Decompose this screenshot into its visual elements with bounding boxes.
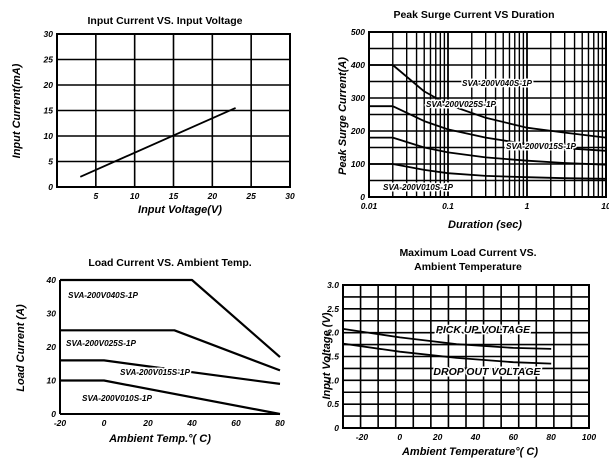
y-tick-label: 5 [48,157,53,167]
x-tick-label: 30 [285,191,295,201]
series-label: SVA-200V010S-1P [383,183,453,192]
y-tick-label: 0 [360,192,365,202]
grid-lines [57,34,290,187]
x-tick-label: 60 [509,432,519,442]
x-tick-label: 20 [432,432,443,442]
series-line [369,105,607,152]
y-tick-label: 2.5 [326,304,339,314]
series-label: SVA-200V040S-1P [462,79,532,88]
chart-title-line: Maximum Load Current VS. [399,247,536,259]
series-line [369,136,607,166]
y-tick-label: 100 [351,159,365,169]
x-tick-label: 40 [186,418,197,428]
y-tick-label: 3.0 [327,280,339,290]
series-line [60,379,281,416]
series-label: PICK UP VOLTAGE [436,324,531,336]
y-tick-label: 2.0 [326,328,339,338]
y-tick-label: 30 [47,309,57,319]
plot-frame [56,33,291,188]
plot-frame [368,31,607,198]
x-axis-label: Duration (sec) [448,219,522,231]
y-tick-label: 0 [51,409,56,419]
x-axis-label: Ambient Temperature°( C) [401,446,538,458]
y-tick-label: 1.0 [327,375,339,385]
x-tick-label: 0.1 [442,201,454,211]
y-tick-label: 30 [44,29,54,39]
x-tick-label: 80 [546,432,556,442]
series-line [60,359,281,385]
y-axis-label: Peak Surge Current(A) [337,57,349,175]
y-tick-label: 400 [350,60,365,70]
y-tick-label: 20 [46,342,57,352]
series-label: SVA-200V015S-1P [506,142,576,151]
x-tick-label: 10 [130,191,140,201]
series-line [60,329,281,372]
y-tick-label: 15 [44,106,54,116]
x-axis-label: Ambient Temp.°( C) [108,433,211,445]
chart-title-line: Ambient Temperature [414,261,522,273]
chart-title: Load Current VS. Ambient Temp. [88,257,251,269]
y-axis-label: Input Current(mA) [11,63,23,158]
x-axis-label: Input Voltage(V) [138,204,222,216]
series-line [342,328,552,350]
x-tick-label: 40 [470,432,481,442]
x-tick-label: 60 [231,418,241,428]
y-axis-label: Load Current (A) [15,304,27,392]
series-label: DROP OUT VOLTAGE [433,366,541,378]
chart-title: Maximum Load Current VS. Ambient Temperat… [399,247,536,273]
x-tick-label: 20 [142,418,153,428]
x-tick-label: -20 [54,418,67,428]
x-tick-label: 100 [582,432,596,442]
chart-c2: 0.010.11100100200300400500Peak Surge Cur… [337,9,609,231]
x-tick-label: 1 [525,201,530,211]
x-tick-label: 20 [207,191,218,201]
y-tick-label: 40 [46,275,57,285]
series-line [60,278,281,358]
x-tick-label: 25 [245,191,256,201]
y-tick-label: 200 [350,126,365,136]
x-tick-label: 0 [397,432,402,442]
x-tick-label: 0 [102,418,107,428]
y-axis-label: Input Voltage (V) [321,312,333,399]
grid-lines [368,32,606,197]
y-tick-label: 0.5 [327,399,339,409]
y-tick-label: 25 [43,55,54,65]
x-tick-label: 0.01 [361,201,378,211]
x-tick-label: -20 [356,432,369,442]
series-label: SVA-200V015S-1P [120,368,190,377]
chart-c4: -20 0 20 40 60 80 100 0 0.5 1.0 1.5 2.0 2.5 3.0 Maximu… [321,247,596,458]
plot-frame [342,284,590,429]
x-tick-label: 80 [275,418,285,428]
chart-title: Peak Surge Current VS Duration [393,9,554,21]
series-line [342,342,552,365]
chart-title: Input Current VS. Input Voltage [88,15,243,27]
y-tick-label: 20 [43,80,54,90]
x-tick-label: 15 [169,191,179,201]
series-line [369,64,607,139]
series-label: SVA-200V010S-1P [82,394,152,403]
grid-lines [343,285,589,428]
x-tick-label: 10 [601,201,609,211]
series-line [79,107,236,178]
x-tick-label: 5 [93,191,98,201]
y-tick-label: 1.5 [327,352,339,362]
y-tick-label: 10 [44,131,54,141]
series-label: SVA-200V025S-1P [66,339,136,348]
y-tick-label: 0 [48,182,53,192]
y-tick-label: 10 [47,376,57,386]
chart-c1: 5 10 15 20 25 30 0 5 10 15 20 25 30 Input Current VS.… [11,15,295,216]
y-tick-label: 500 [351,27,365,37]
series-label: SVA-200V025S-1P [426,100,496,109]
series-label: SVA-200V040S-1P [68,291,138,300]
series-line [369,163,607,180]
y-tick-label: 0 [334,423,339,433]
y-tick-label: 300 [351,93,365,103]
